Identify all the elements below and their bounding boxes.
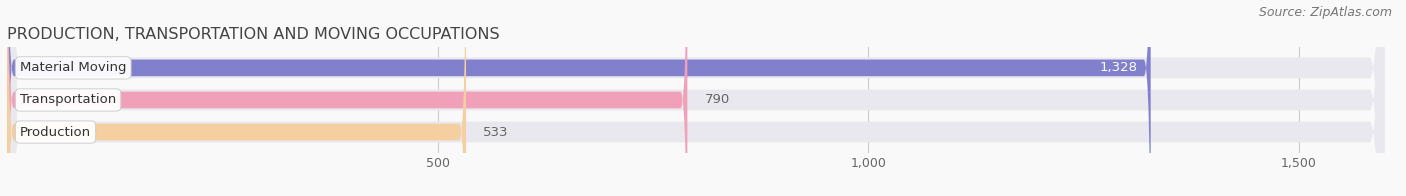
FancyBboxPatch shape [7,0,1385,196]
Text: 1,328: 1,328 [1099,61,1137,74]
FancyBboxPatch shape [7,0,1150,196]
Text: Source: ZipAtlas.com: Source: ZipAtlas.com [1258,6,1392,19]
FancyBboxPatch shape [7,0,465,196]
Text: Production: Production [20,125,91,139]
FancyBboxPatch shape [7,0,1385,196]
Text: Transportation: Transportation [20,93,117,106]
Text: 790: 790 [704,93,730,106]
FancyBboxPatch shape [7,0,1385,196]
Text: 533: 533 [484,125,509,139]
FancyBboxPatch shape [7,0,688,196]
Text: PRODUCTION, TRANSPORTATION AND MOVING OCCUPATIONS: PRODUCTION, TRANSPORTATION AND MOVING OC… [7,27,499,42]
Text: Material Moving: Material Moving [20,61,127,74]
